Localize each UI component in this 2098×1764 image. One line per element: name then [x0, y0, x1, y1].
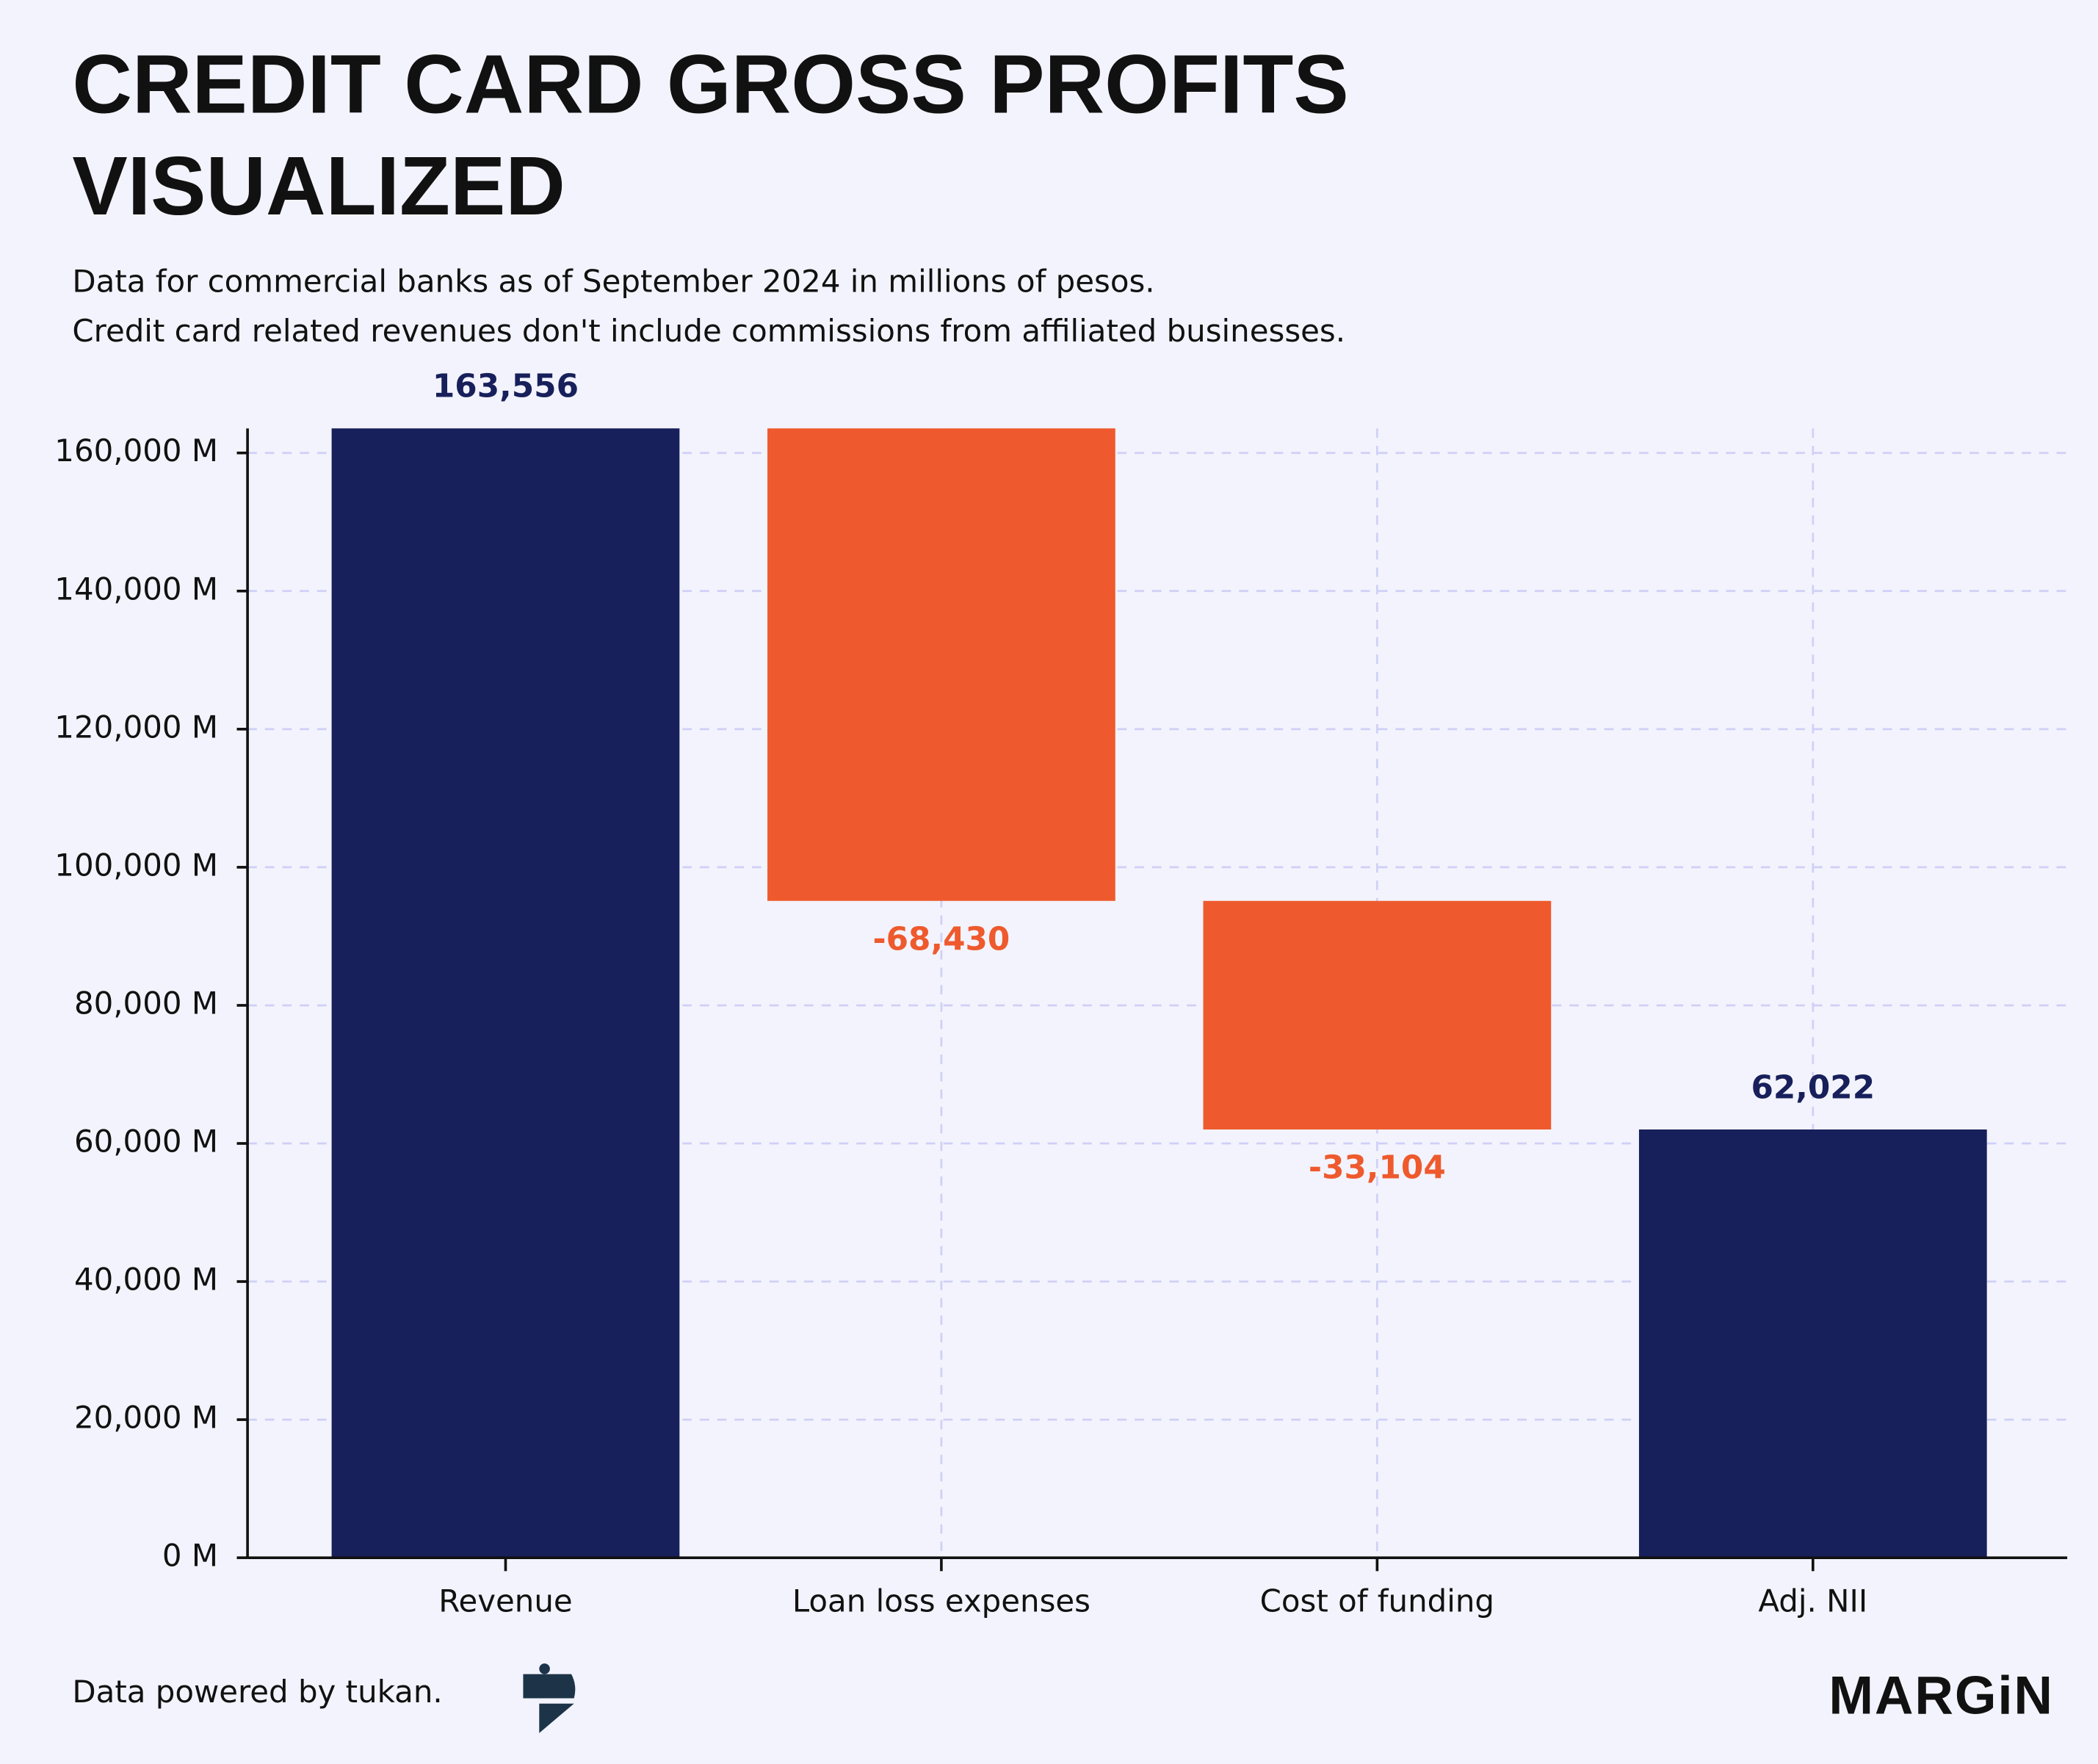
chart-title: VISUALIZED	[72, 140, 565, 232]
y-tick-label: 160,000 M	[54, 433, 218, 469]
x-tick-label: Adj. NII	[1758, 1583, 1867, 1619]
value-label: 62,022	[1751, 1069, 1875, 1106]
bar	[331, 428, 680, 1558]
y-tick-label: 100,000 M	[54, 847, 218, 883]
bar	[1203, 900, 1552, 1129]
subtitle: Credit card related revenues don't inclu…	[72, 313, 1345, 349]
y-tick-label: 20,000 M	[74, 1400, 218, 1436]
value-label: 163,556	[433, 368, 579, 405]
y-tick-label: 40,000 M	[74, 1262, 218, 1298]
subtitle: Data for commercial banks as of Septembe…	[72, 263, 1154, 299]
source: Data powered by tukan.	[72, 1674, 442, 1710]
x-tick-label: Loan loss expenses	[792, 1583, 1090, 1619]
y-tick-label: 80,000 M	[74, 985, 218, 1021]
value-label: -33,104	[1309, 1149, 1446, 1187]
y-tick-label: 0 M	[162, 1538, 218, 1574]
y-tick-label: 120,000 M	[54, 709, 218, 745]
bar	[767, 428, 1115, 901]
value-label: -68,430	[872, 920, 1010, 958]
y-tick-label: 140,000 M	[54, 571, 218, 607]
y-tick-label: 60,000 M	[74, 1123, 218, 1159]
chart-title: CREDIT CARD GROSS PROFITS	[72, 37, 1348, 130]
brand-logo: MARGiN	[1828, 1666, 2053, 1726]
x-tick-label: Cost of funding	[1260, 1583, 1494, 1619]
bar	[1638, 1129, 1987, 1558]
x-tick-label: Revenue	[438, 1583, 572, 1619]
tukan-logo	[523, 1663, 576, 1733]
